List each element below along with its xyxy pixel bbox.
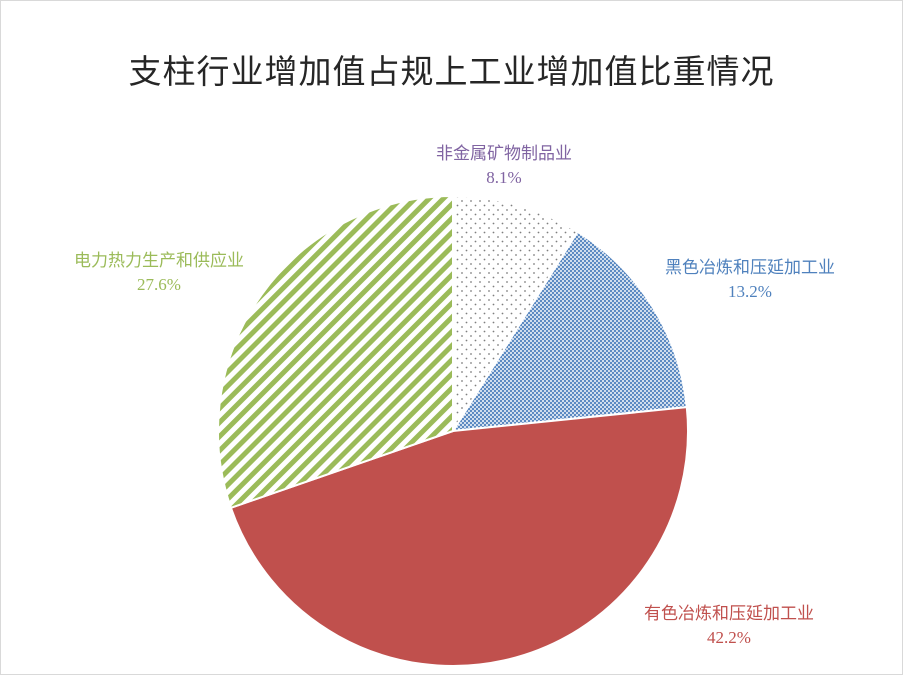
slice-value-label-0: 8.1% [486,168,521,187]
slice-value-label-1: 13.2% [728,282,772,301]
slice-value-label-2: 42.2% [707,628,751,647]
slice-label-0: 非金属矿物制品业 [436,144,572,163]
pie-slice-1 [451,230,688,433]
pie-slice-2 [229,406,690,668]
pie-slice-3 [217,194,454,510]
pie-slice-0 [452,194,579,435]
slice-label-3: 电力热力生产和供应业 [74,251,244,270]
chart-title: 支柱行业增加值占规上工业增加值比重情况 [128,52,775,91]
slice-label-1: 黑色冶炼和压延加工业 [665,258,835,277]
slice-label-2: 有色冶炼和压延加工业 [644,604,814,623]
slice-value-label-3: 27.6% [137,275,181,294]
